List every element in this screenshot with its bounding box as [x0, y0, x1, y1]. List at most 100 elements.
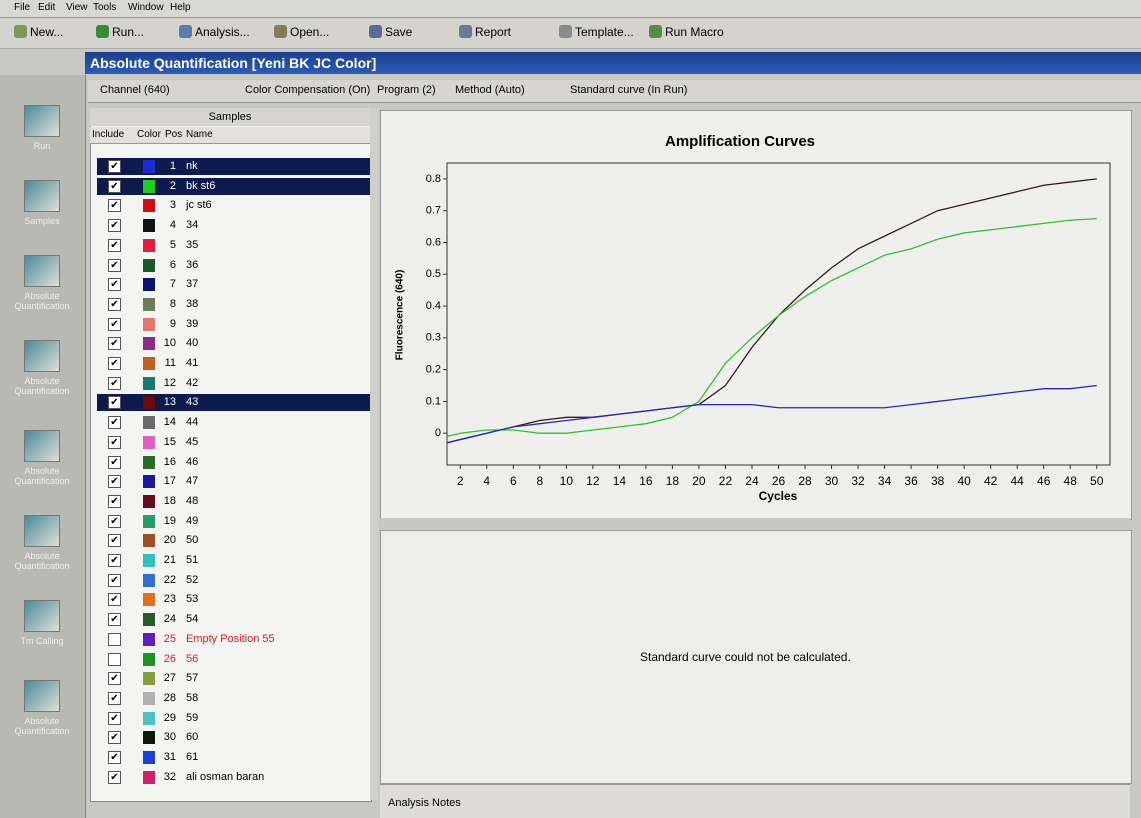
- sample-name[interactable]: 34: [186, 219, 198, 231]
- sample-name[interactable]: 56: [186, 653, 198, 665]
- sidebar-icon[interactable]: [24, 105, 60, 137]
- include-checkbox[interactable]: ✔: [108, 534, 121, 547]
- include-checkbox[interactable]: ✔: [108, 436, 121, 449]
- sample-name[interactable]: 52: [186, 574, 198, 586]
- include-checkbox[interactable]: ✔: [108, 180, 121, 193]
- sidebar-icon[interactable]: [24, 600, 60, 632]
- include-checkbox[interactable]: ✔: [108, 751, 121, 764]
- sample-name[interactable]: 43: [186, 396, 198, 408]
- toolbar-button[interactable]: Run...: [112, 25, 144, 39]
- sample-name[interactable]: 50: [186, 534, 198, 546]
- menu-item[interactable]: Tools: [93, 2, 116, 13]
- sample-name[interactable]: nk: [186, 160, 198, 172]
- sidebar-icon[interactable]: [24, 680, 60, 712]
- include-checkbox[interactable]: ✔: [108, 771, 121, 784]
- toolbar-button[interactable]: Run Macro: [665, 25, 724, 39]
- sidebar-icon[interactable]: [24, 340, 60, 372]
- sample-name[interactable]: jc st6: [186, 199, 212, 211]
- include-checkbox[interactable]: ✔: [108, 672, 121, 685]
- include-checkbox[interactable]: ✔: [108, 357, 121, 370]
- sample-name[interactable]: 38: [186, 298, 198, 310]
- sample-name[interactable]: 49: [186, 515, 198, 527]
- sidebar-label[interactable]: Tm Calling: [2, 636, 82, 646]
- include-checkbox[interactable]: ✔: [108, 515, 121, 528]
- toolbar-button[interactable]: Template...: [575, 25, 634, 39]
- option-dropdown[interactable]: Program (2): [377, 84, 436, 96]
- sample-name[interactable]: 37: [186, 278, 198, 290]
- sample-name[interactable]: 48: [186, 495, 198, 507]
- include-checkbox[interactable]: ✔: [108, 456, 121, 469]
- sample-name[interactable]: 46: [186, 456, 198, 468]
- sidebar-label[interactable]: Absolute Quantification: [2, 466, 82, 486]
- menu-item[interactable]: Edit: [38, 2, 55, 13]
- sidebar-label[interactable]: Samples: [2, 216, 82, 226]
- include-checkbox[interactable]: ✔: [108, 396, 121, 409]
- sample-name[interactable]: 42: [186, 377, 198, 389]
- sample-name[interactable]: 51: [186, 554, 198, 566]
- include-checkbox[interactable]: ✔: [108, 712, 121, 725]
- sample-name[interactable]: ali osman baran: [186, 771, 264, 783]
- include-checkbox[interactable]: ✔: [108, 199, 121, 212]
- notes-tab[interactable]: Analysis Notes: [388, 797, 461, 809]
- sidebar-icon[interactable]: [24, 430, 60, 462]
- include-checkbox[interactable]: ✔: [108, 298, 121, 311]
- toolbar-button[interactable]: Save: [385, 25, 412, 39]
- sample-name[interactable]: 47: [186, 475, 198, 487]
- sample-name[interactable]: 44: [186, 416, 198, 428]
- include-checkbox[interactable]: ✔: [108, 554, 121, 567]
- toolbar-button[interactable]: Open...: [290, 25, 329, 39]
- sample-name[interactable]: 61: [186, 751, 198, 763]
- include-checkbox[interactable]: ✔: [108, 475, 121, 488]
- sample-name[interactable]: 35: [186, 239, 198, 251]
- sample-name[interactable]: 57: [186, 672, 198, 684]
- sample-name[interactable]: 45: [186, 436, 198, 448]
- menu-item[interactable]: File: [14, 2, 30, 13]
- menu-item[interactable]: Help: [170, 2, 191, 13]
- sidebar-label[interactable]: Absolute Quantification: [2, 551, 82, 571]
- sidebar-label[interactable]: Absolute Quantification: [2, 291, 82, 311]
- sample-name[interactable]: 40: [186, 337, 198, 349]
- include-checkbox[interactable]: ✔: [108, 219, 121, 232]
- sample-name[interactable]: 58: [186, 692, 198, 704]
- sample-name[interactable]: Empty Position 55: [186, 633, 275, 645]
- include-checkbox[interactable]: ✔: [108, 574, 121, 587]
- include-checkbox[interactable]: ✔: [108, 318, 121, 331]
- sidebar-icon[interactable]: [24, 180, 60, 212]
- sample-name[interactable]: 60: [186, 731, 198, 743]
- option-dropdown[interactable]: Method (Auto): [455, 84, 525, 96]
- include-checkbox[interactable]: ✔: [108, 377, 121, 390]
- include-checkbox[interactable]: [108, 653, 121, 666]
- include-checkbox[interactable]: [108, 633, 121, 646]
- sample-name[interactable]: 39: [186, 318, 198, 330]
- sample-name[interactable]: 59: [186, 712, 198, 724]
- sidebar-icon[interactable]: [24, 515, 60, 547]
- sample-name[interactable]: 36: [186, 259, 198, 271]
- sample-name[interactable]: 53: [186, 593, 198, 605]
- option-dropdown[interactable]: Channel (640): [100, 84, 170, 96]
- include-checkbox[interactable]: ✔: [108, 416, 121, 429]
- sample-name[interactable]: 41: [186, 357, 198, 369]
- include-checkbox[interactable]: ✔: [108, 239, 121, 252]
- sidebar-label[interactable]: Absolute Quantification: [2, 376, 82, 396]
- sidebar-label[interactable]: Run: [2, 141, 82, 151]
- toolbar-button[interactable]: New...: [30, 25, 63, 39]
- include-checkbox[interactable]: ✔: [108, 593, 121, 606]
- sidebar-icon[interactable]: [24, 255, 60, 287]
- menu-item[interactable]: View: [66, 2, 88, 13]
- include-checkbox[interactable]: ✔: [108, 278, 121, 291]
- include-checkbox[interactable]: ✔: [108, 160, 121, 173]
- sample-name[interactable]: 54: [186, 613, 198, 625]
- sidebar-label[interactable]: Absolute Quantification: [2, 716, 82, 736]
- toolbar-button[interactable]: Report: [475, 25, 511, 39]
- include-checkbox[interactable]: ✔: [108, 731, 121, 744]
- sample-name[interactable]: bk st6: [186, 180, 215, 192]
- menu-item[interactable]: Window: [128, 2, 164, 13]
- include-checkbox[interactable]: ✔: [108, 337, 121, 350]
- include-checkbox[interactable]: ✔: [108, 259, 121, 272]
- option-dropdown[interactable]: Color Compensation (On): [245, 84, 370, 96]
- include-checkbox[interactable]: ✔: [108, 613, 121, 626]
- toolbar-button[interactable]: Analysis...: [195, 25, 250, 39]
- option-dropdown[interactable]: Standard curve (In Run): [570, 84, 687, 96]
- include-checkbox[interactable]: ✔: [108, 495, 121, 508]
- include-checkbox[interactable]: ✔: [108, 692, 121, 705]
